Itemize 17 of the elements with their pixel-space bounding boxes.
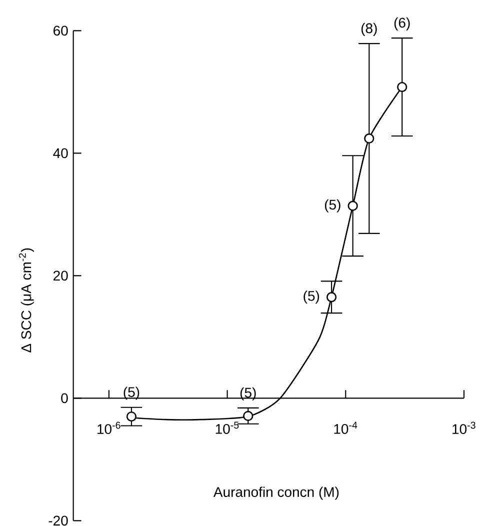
y-axis-title: Δ SCC (μA cm$^{-2}$) <box>18 248 34 352</box>
y-tick-label: 40 <box>53 148 68 158</box>
annotation: (8) <box>361 22 377 36</box>
x-tick-label: 10$^{-3}$ <box>452 422 476 434</box>
y-tick-label: 20 <box>54 270 68 281</box>
y-tick-label: -20 <box>48 516 68 526</box>
x-tick-label: 10$^{-5}$ <box>216 422 239 434</box>
annotation: (5) <box>240 387 256 400</box>
x-tick-label: 10$^{-6}$ <box>98 422 120 434</box>
x-tick-label: 10$^{-4}$ <box>334 422 358 434</box>
y-tick-label: 60 <box>54 26 68 36</box>
annotation: (5) <box>304 290 320 304</box>
x-axis-title: Auranofin concn (M) <box>213 486 339 500</box>
annotation: (5) <box>324 199 340 212</box>
annotation: (5) <box>124 386 140 400</box>
y-tick-label: 0 <box>61 393 68 404</box>
annotation: (6) <box>394 17 410 30</box>
